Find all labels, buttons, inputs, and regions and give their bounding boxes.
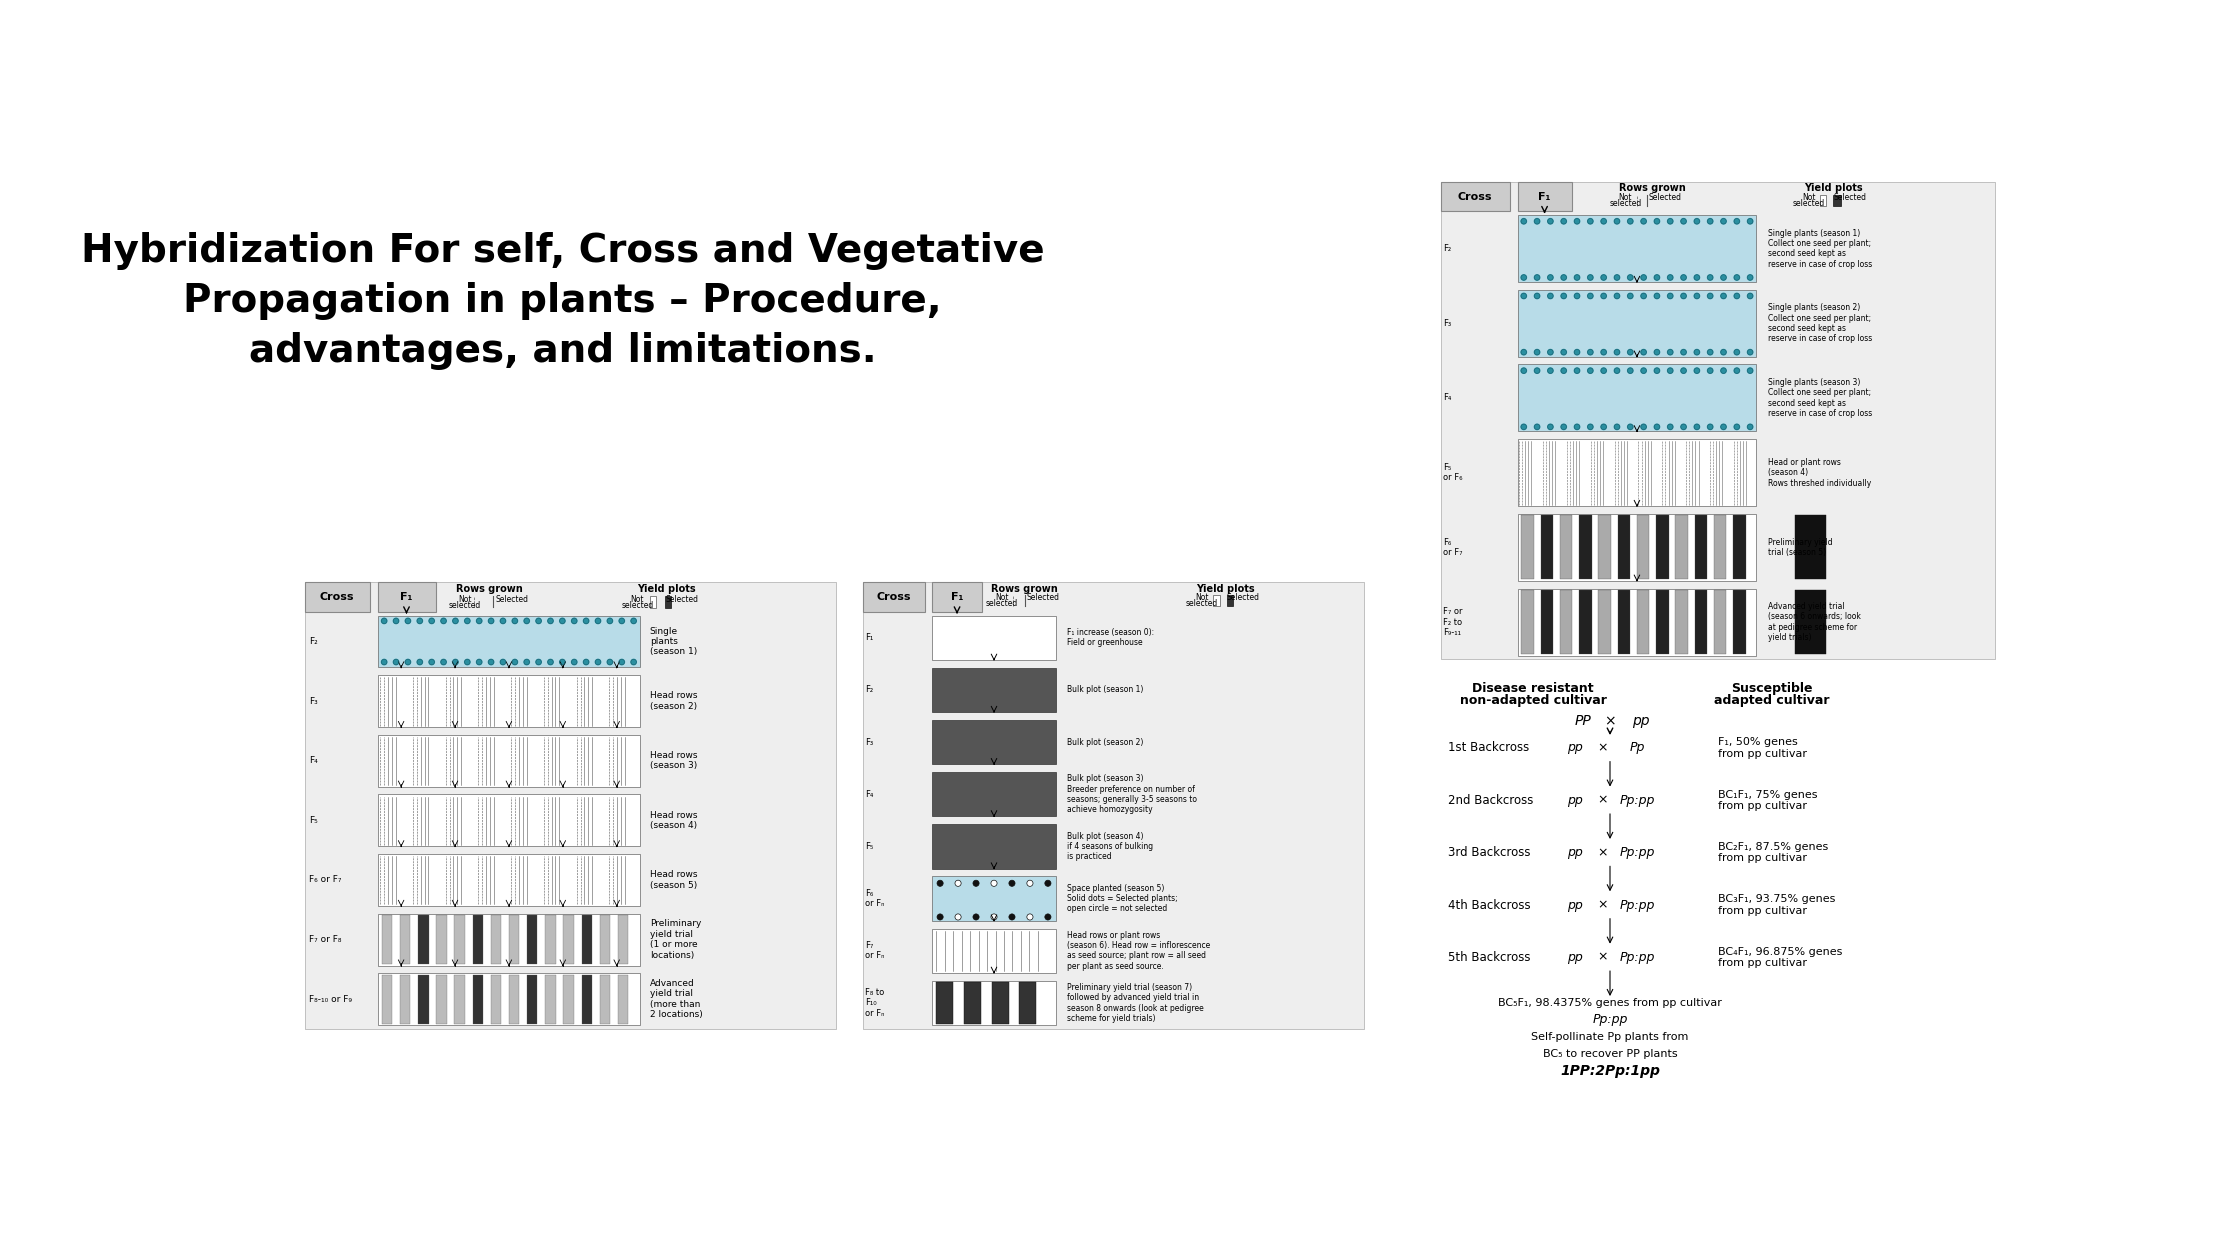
Circle shape bbox=[596, 659, 600, 665]
Text: F₁: F₁ bbox=[950, 592, 963, 602]
Circle shape bbox=[1628, 275, 1633, 280]
FancyBboxPatch shape bbox=[665, 596, 672, 607]
Text: Bulk plot (season 1): Bulk plot (season 1) bbox=[1066, 685, 1145, 694]
Circle shape bbox=[441, 659, 446, 665]
FancyBboxPatch shape bbox=[1734, 590, 1745, 654]
Text: F₄: F₄ bbox=[309, 756, 318, 765]
Circle shape bbox=[618, 659, 625, 665]
FancyBboxPatch shape bbox=[1676, 515, 1687, 580]
Text: F₈ to
F₁₀
or Fₙ: F₈ to F₁₀ or Fₙ bbox=[865, 988, 885, 1018]
Circle shape bbox=[1667, 368, 1673, 373]
Text: Pp:pp: Pp:pp bbox=[1620, 847, 1655, 859]
Text: Pp:pp: Pp:pp bbox=[1620, 794, 1655, 806]
Circle shape bbox=[582, 619, 589, 624]
Text: Pp:pp: Pp:pp bbox=[1620, 898, 1655, 911]
Circle shape bbox=[1642, 425, 1646, 430]
Text: Selected: Selected bbox=[1026, 593, 1060, 602]
FancyBboxPatch shape bbox=[1734, 515, 1745, 580]
Circle shape bbox=[936, 914, 943, 920]
Text: selected: selected bbox=[620, 601, 654, 610]
Text: Single plants (season 2)
Collect one seed per plant;
second seed kept as
reserve: Single plants (season 2) Collect one see… bbox=[1767, 304, 1873, 344]
Text: BC₂F₁, 87.5% genes
from pp cultivar: BC₂F₁, 87.5% genes from pp cultivar bbox=[1718, 842, 1828, 863]
FancyBboxPatch shape bbox=[379, 616, 641, 668]
FancyBboxPatch shape bbox=[1599, 515, 1611, 580]
Circle shape bbox=[1707, 218, 1714, 224]
FancyBboxPatch shape bbox=[1559, 590, 1572, 654]
FancyBboxPatch shape bbox=[1541, 590, 1552, 654]
Text: selected: selected bbox=[448, 601, 482, 610]
FancyBboxPatch shape bbox=[1519, 440, 1756, 507]
FancyBboxPatch shape bbox=[1617, 590, 1631, 654]
Circle shape bbox=[1602, 218, 1606, 224]
Text: F₄: F₄ bbox=[865, 790, 874, 799]
Text: Head rows
(season 2): Head rows (season 2) bbox=[650, 692, 697, 711]
FancyBboxPatch shape bbox=[508, 915, 520, 964]
FancyBboxPatch shape bbox=[379, 735, 641, 786]
Text: advantages, and limitations.: advantages, and limitations. bbox=[249, 333, 876, 370]
Text: Space planted (season 5)
Solid dots = Selected plants;
open circle = not selecte: Space planted (season 5) Solid dots = Se… bbox=[1066, 883, 1178, 914]
Circle shape bbox=[1521, 425, 1525, 430]
FancyBboxPatch shape bbox=[437, 975, 446, 1023]
Circle shape bbox=[430, 619, 435, 624]
Circle shape bbox=[1707, 349, 1714, 355]
Circle shape bbox=[1588, 275, 1593, 280]
FancyBboxPatch shape bbox=[379, 914, 641, 965]
FancyBboxPatch shape bbox=[1519, 215, 1756, 282]
Circle shape bbox=[1008, 881, 1015, 886]
Circle shape bbox=[1720, 425, 1727, 430]
FancyBboxPatch shape bbox=[1599, 590, 1611, 654]
Circle shape bbox=[1693, 218, 1700, 224]
Circle shape bbox=[936, 881, 943, 886]
FancyBboxPatch shape bbox=[1696, 590, 1707, 654]
FancyBboxPatch shape bbox=[473, 975, 484, 1023]
FancyBboxPatch shape bbox=[305, 582, 836, 1029]
Text: Pp:pp: Pp:pp bbox=[1593, 1013, 1628, 1026]
FancyBboxPatch shape bbox=[1019, 983, 1037, 1023]
Circle shape bbox=[1534, 349, 1539, 355]
Circle shape bbox=[1747, 218, 1754, 224]
Circle shape bbox=[1734, 349, 1740, 355]
Circle shape bbox=[1548, 425, 1552, 430]
FancyBboxPatch shape bbox=[401, 915, 410, 964]
FancyBboxPatch shape bbox=[1519, 181, 1572, 212]
Circle shape bbox=[488, 659, 493, 665]
Circle shape bbox=[1642, 368, 1646, 373]
Text: F₈-₁₀ or F₉: F₈-₁₀ or F₉ bbox=[309, 994, 352, 1004]
Circle shape bbox=[1707, 425, 1714, 430]
Circle shape bbox=[1548, 368, 1552, 373]
Text: F₂: F₂ bbox=[865, 685, 874, 694]
Text: F₁: F₁ bbox=[1539, 192, 1550, 202]
FancyBboxPatch shape bbox=[379, 582, 437, 611]
Circle shape bbox=[1628, 425, 1633, 430]
FancyBboxPatch shape bbox=[508, 975, 520, 1023]
Circle shape bbox=[1602, 425, 1606, 430]
Text: F₆ or F₇: F₆ or F₇ bbox=[309, 876, 340, 885]
FancyBboxPatch shape bbox=[582, 915, 591, 964]
FancyBboxPatch shape bbox=[379, 675, 641, 727]
Text: F₇ or
F₂ to
F₉-₁₁: F₇ or F₂ to F₉-₁₁ bbox=[1443, 607, 1463, 638]
Circle shape bbox=[1720, 275, 1727, 280]
Circle shape bbox=[405, 659, 410, 665]
Circle shape bbox=[1628, 349, 1633, 355]
FancyBboxPatch shape bbox=[562, 915, 573, 964]
Text: Not: Not bbox=[1801, 193, 1814, 202]
FancyBboxPatch shape bbox=[1228, 596, 1232, 606]
Circle shape bbox=[1575, 368, 1579, 373]
Text: ×: × bbox=[1597, 741, 1608, 755]
Circle shape bbox=[1615, 349, 1620, 355]
FancyBboxPatch shape bbox=[1440, 181, 1510, 212]
Text: ×: × bbox=[1597, 951, 1608, 964]
Circle shape bbox=[524, 619, 529, 624]
Circle shape bbox=[1588, 349, 1593, 355]
FancyBboxPatch shape bbox=[379, 854, 641, 906]
Text: Susceptible: Susceptible bbox=[1732, 682, 1812, 696]
FancyBboxPatch shape bbox=[1714, 515, 1727, 580]
Circle shape bbox=[1747, 294, 1754, 299]
Circle shape bbox=[1653, 425, 1660, 430]
Circle shape bbox=[394, 659, 399, 665]
Text: Cross: Cross bbox=[1458, 192, 1492, 202]
FancyBboxPatch shape bbox=[455, 975, 466, 1023]
Circle shape bbox=[549, 619, 553, 624]
Text: Pp:pp: Pp:pp bbox=[1620, 951, 1655, 964]
Text: pp: pp bbox=[1633, 714, 1649, 728]
